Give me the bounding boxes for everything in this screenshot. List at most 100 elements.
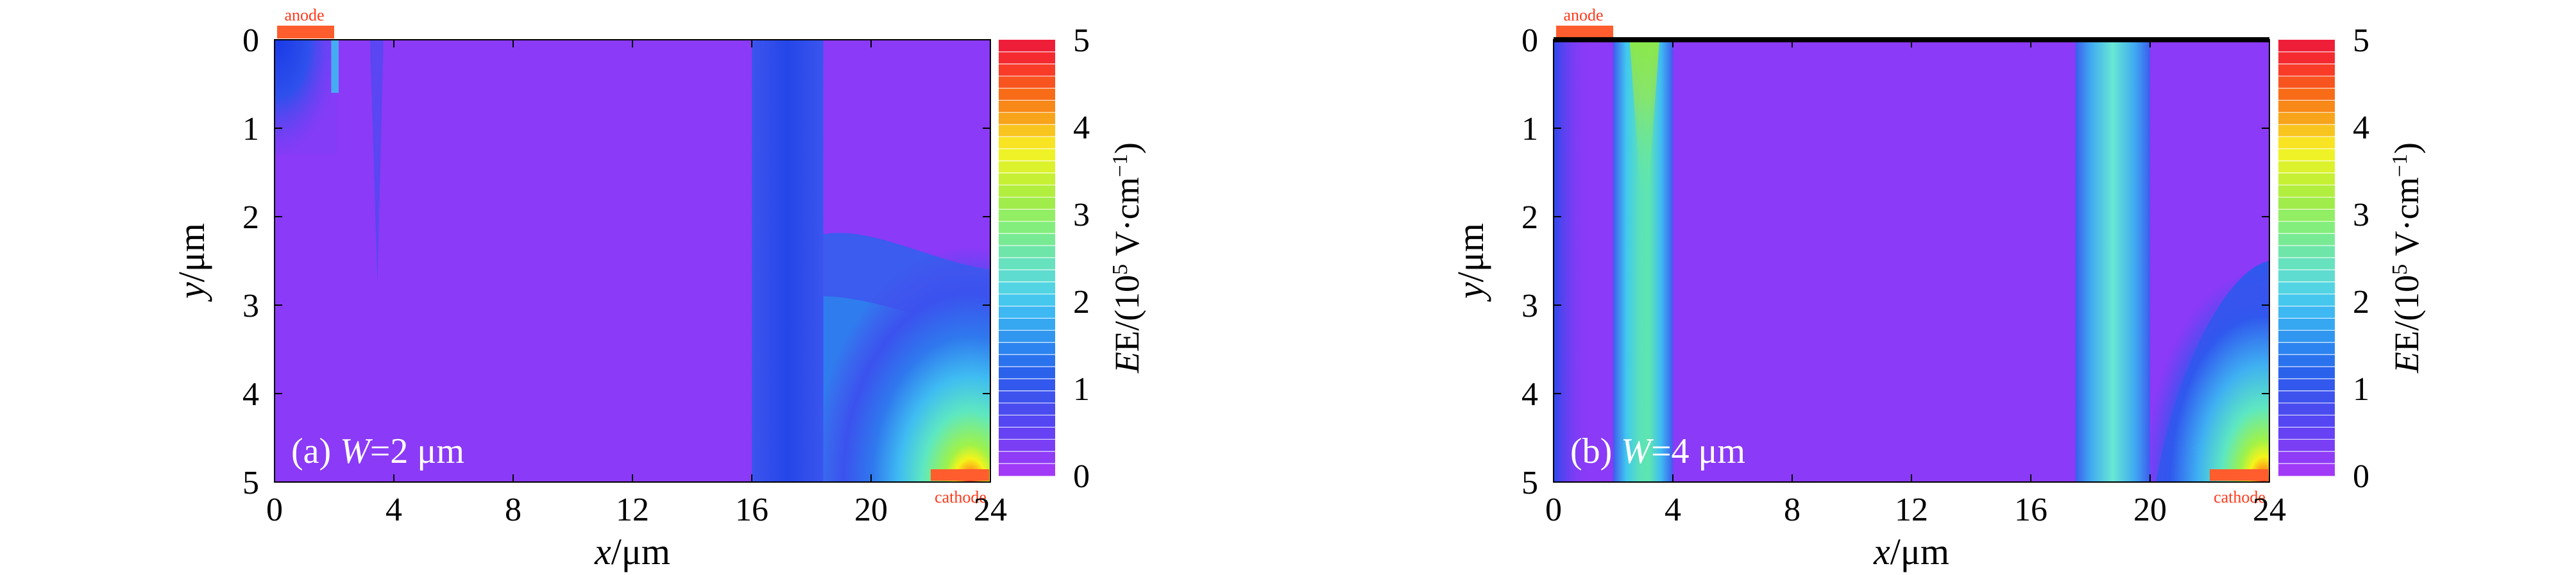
- colorbar-segment: [999, 439, 1055, 452]
- x-tick-label: 24: [974, 492, 1007, 528]
- colorbar-tick-label: 4: [2353, 110, 2369, 146]
- colorbar-segment: [2278, 342, 2335, 355]
- colorbar-segment: [999, 306, 1055, 319]
- colorbar-segment: [2278, 367, 2335, 379]
- colorbar-tick-label: 5: [2353, 22, 2369, 59]
- colorbar-segment: [2278, 246, 2335, 258]
- anode-label: anode: [1563, 6, 1603, 24]
- colorbar-segment: [2278, 318, 2335, 331]
- field-spike: [369, 40, 384, 283]
- anode-contact: [1556, 26, 1613, 38]
- y-tick-label: 3: [242, 288, 259, 324]
- y-axis-label-b: y/μm: [1450, 223, 1491, 302]
- colorbar-segment: [999, 233, 1055, 246]
- colorbar-tick-label: 0: [1073, 458, 1090, 495]
- cathode-contact: [2210, 469, 2268, 481]
- colorbar-tick-label: 3: [1073, 197, 1090, 233]
- field-map-a: [275, 40, 990, 482]
- x-tick-label: 20: [2133, 492, 2167, 528]
- colorbar-segment: [2278, 258, 2335, 271]
- colorbar-segment: [999, 100, 1055, 113]
- y-tick-label: 1: [242, 111, 259, 147]
- colorbar-a: 0 1 2 3 4 5: [999, 22, 1090, 495]
- colorbar-segment: [999, 342, 1055, 355]
- colorbar-segment: [2278, 185, 2335, 198]
- anode-contact: [277, 26, 334, 38]
- colorbar-segment: [2278, 149, 2335, 162]
- colorbar-segment: [999, 63, 1055, 77]
- colorbar-tick-label: 1: [2353, 371, 2369, 408]
- anode-label: anode: [284, 6, 324, 24]
- colorbar-segment: [2278, 451, 2335, 464]
- y-tick-label: 0: [242, 22, 259, 59]
- colorbar-tick-label: 2: [2353, 284, 2369, 321]
- colorbar-segment: [2278, 100, 2335, 113]
- x-tick-label: 12: [616, 492, 649, 528]
- x-tick-label: 16: [735, 492, 768, 528]
- colorbar-tick-label: 0: [2353, 458, 2369, 495]
- colorbar-segment: [2278, 221, 2335, 234]
- y-tick-label: 4: [242, 376, 259, 413]
- colorbar-segment: [2278, 172, 2335, 186]
- colorbar-segment: [999, 318, 1055, 331]
- colorbar-segment: [2278, 40, 2335, 53]
- y-tick-label: 0: [1521, 22, 1538, 59]
- colorbar-segment: [999, 367, 1055, 379]
- colorbar-segment: [2278, 390, 2335, 404]
- y-tick-label: 3: [1521, 288, 1538, 324]
- anode-field-region: [275, 40, 337, 155]
- colorbar-segment: [999, 124, 1055, 137]
- colorbar-segment: [999, 451, 1055, 464]
- x-tick-label: 8: [505, 492, 521, 528]
- y-tick-label: 4: [1521, 376, 1538, 413]
- panel-label-b: (b) W=4 μm: [1570, 431, 1745, 471]
- colorbar-segment: [2278, 51, 2335, 65]
- colorbar-segment: [999, 258, 1055, 271]
- colorbar-segment: [2278, 269, 2335, 283]
- colorbar-segment: [999, 281, 1055, 295]
- colorbar-segment: [999, 390, 1055, 404]
- x-tick-label: 4: [1665, 492, 1681, 528]
- colorbar-segment: [999, 330, 1055, 343]
- x-tick-label: 0: [1545, 492, 1562, 528]
- colorbar-segment: [2278, 427, 2335, 440]
- colorbar-segment: [2278, 306, 2335, 319]
- colorbar-segment: [2278, 88, 2335, 101]
- colorbar-segment: [999, 463, 1055, 476]
- x-tick-label: 24: [2253, 492, 2286, 528]
- colorbar-segment: [999, 51, 1055, 65]
- cathode-label: cathode: [935, 488, 987, 506]
- field-band-2: [2075, 40, 2150, 482]
- colorbar-segment: [999, 415, 1055, 428]
- x-axis-label-b: x/μm: [1873, 531, 1949, 572]
- field-band: [752, 40, 824, 482]
- colorbar-segment: [2278, 112, 2335, 125]
- colorbar-segment: [2278, 233, 2335, 246]
- colorbar-segment: [999, 354, 1055, 367]
- colorbar-segment: [999, 294, 1055, 307]
- x-tick-label: 8: [1784, 492, 1801, 528]
- colorbar-segment: [2278, 378, 2335, 392]
- colorbar-tick-label: 5: [1073, 22, 1090, 59]
- colorbar-segment: [999, 40, 1055, 53]
- colorbar-segment: [999, 269, 1055, 283]
- colorbar-segment: [999, 137, 1055, 149]
- colorbar-segment: [2278, 354, 2335, 367]
- cathode-contact: [931, 469, 989, 481]
- colorbar-segment: [2278, 63, 2335, 77]
- colorbar-segment: [999, 88, 1055, 101]
- colorbar-segment: [2278, 124, 2335, 137]
- colorbar-tick-label: 4: [1073, 110, 1090, 146]
- colorbar-segment: [999, 112, 1055, 125]
- cathode-field-peak: [2150, 269, 2269, 482]
- field-band-1-peak: [1629, 40, 1660, 208]
- colorbar-segment: [2278, 294, 2335, 307]
- colorbar-tick-label: 2: [1073, 284, 1090, 321]
- x-tick-label: 20: [854, 492, 888, 528]
- colorbar-segment: [2278, 403, 2335, 416]
- colorbar-segment: [999, 172, 1055, 186]
- x-tick-label: 4: [386, 492, 402, 528]
